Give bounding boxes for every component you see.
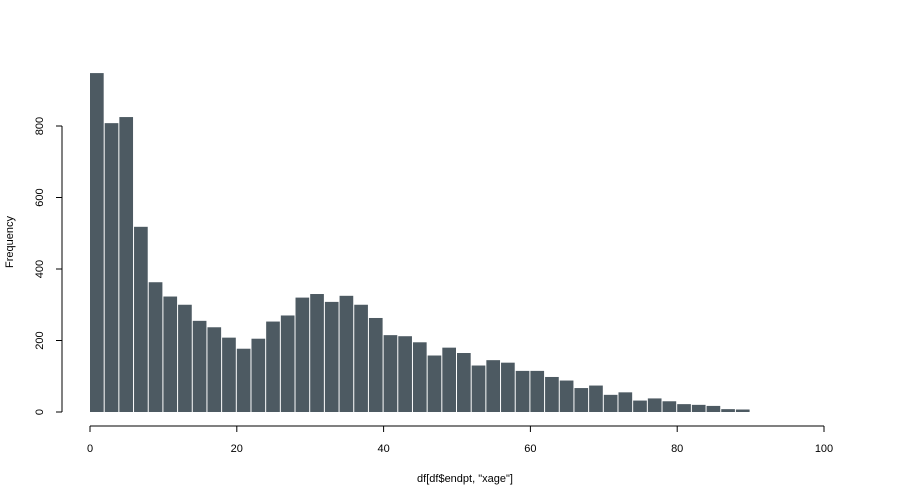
histogram-bar — [222, 337, 236, 412]
x-tick-label: 100 — [815, 443, 833, 455]
histogram-bar — [618, 392, 633, 412]
y-tick-label: 600 — [34, 188, 46, 206]
x-tick-label: 40 — [377, 443, 389, 455]
histogram-bar — [442, 347, 456, 412]
histogram-bar — [545, 376, 559, 412]
y-tick-label: 800 — [34, 117, 46, 135]
histogram-bar — [662, 401, 677, 412]
histogram-bar — [691, 404, 706, 412]
histogram-bar — [383, 335, 398, 412]
x-tick-label: 0 — [87, 443, 93, 455]
histogram-bar — [134, 226, 148, 412]
histogram-bar — [721, 409, 735, 412]
histogram-bar — [119, 117, 134, 412]
y-axis-title: Frequency — [4, 216, 16, 268]
histogram-bar — [486, 360, 501, 412]
histogram-bar — [280, 315, 295, 412]
x-tick-label: 20 — [231, 443, 243, 455]
histogram-bar — [266, 321, 280, 412]
histogram-bar — [310, 294, 324, 412]
histogram-bar — [530, 370, 545, 412]
x-axis-title: df[df$endpt, "xage"] — [417, 473, 513, 485]
histogram-bar — [339, 295, 354, 412]
histogram-bar — [603, 394, 618, 412]
histogram-bar — [457, 353, 471, 412]
histogram-bar — [148, 282, 163, 412]
histogram-bar — [677, 404, 691, 412]
y-tick-label: 400 — [34, 260, 46, 278]
y-tick-label: 0 — [34, 409, 46, 415]
histogram-bar — [178, 304, 192, 412]
histogram-bar — [589, 385, 603, 412]
x-tick-label: 80 — [671, 443, 683, 455]
histogram-bar — [398, 336, 412, 412]
histogram-bar — [207, 327, 222, 412]
histogram-bar — [735, 409, 750, 412]
histogram-bar — [354, 304, 368, 412]
histogram-bar — [90, 73, 104, 412]
histogram-bar — [192, 320, 207, 412]
y-axis: 0 200 400 600 800 — [34, 117, 63, 415]
histogram-bar — [163, 296, 178, 412]
histogram-bar — [471, 365, 486, 412]
histogram-bar — [633, 400, 647, 412]
histogram-bar — [559, 380, 574, 412]
histogram-bar — [574, 388, 589, 412]
histogram-bar — [647, 398, 662, 412]
histogram-bar — [251, 338, 266, 412]
histogram-bar — [427, 355, 442, 412]
x-tick-label: 60 — [524, 443, 536, 455]
histogram-bar — [104, 123, 119, 412]
histogram-bar — [295, 297, 310, 412]
histogram-bar — [368, 317, 383, 412]
histogram-bar — [706, 405, 721, 412]
bars-group — [90, 73, 750, 412]
histogram-bar — [412, 342, 427, 412]
histogram-bar — [501, 362, 515, 412]
histogram-bar — [236, 348, 251, 412]
y-tick-label: 200 — [34, 331, 46, 349]
histogram-bar — [515, 370, 530, 412]
histogram-bar — [324, 301, 339, 412]
x-axis: 0 20 40 60 80 100 — [87, 425, 833, 455]
